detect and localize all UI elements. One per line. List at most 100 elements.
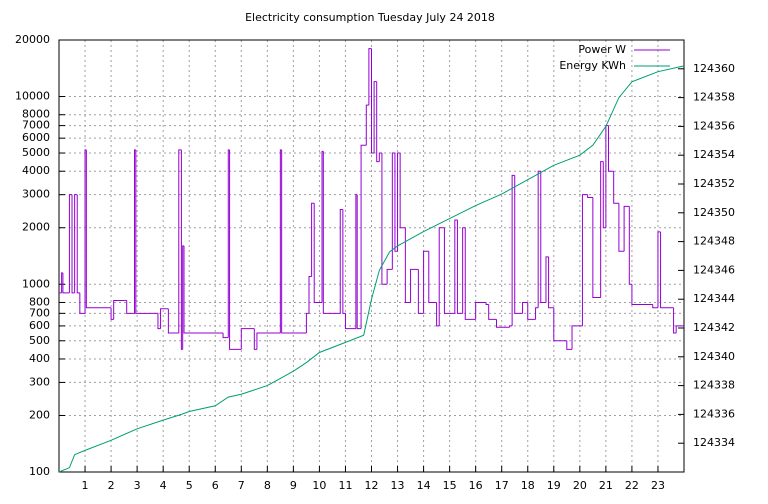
step-segment <box>84 149 87 314</box>
step-segment <box>79 292 86 314</box>
step-segment <box>360 144 367 329</box>
step-segment <box>548 256 554 309</box>
step-segment <box>160 308 169 329</box>
step-segment <box>167 308 179 334</box>
x-tick-label: 7 <box>238 479 245 492</box>
step-segment <box>657 231 661 308</box>
step-segment <box>61 272 63 293</box>
y-tick-label: 5000 <box>22 146 50 159</box>
step-segment <box>423 250 429 314</box>
step-segment <box>62 272 70 294</box>
step-segment <box>673 307 677 334</box>
step-segment <box>253 328 257 350</box>
step-segment <box>368 48 372 106</box>
step-segment <box>305 312 309 334</box>
step-segment <box>436 302 440 327</box>
step-segment <box>397 152 401 252</box>
y2-tick-label: 124360 <box>693 62 735 75</box>
step-segment <box>545 256 549 303</box>
step-segment <box>404 227 411 303</box>
step-segment <box>485 302 489 306</box>
step-segment <box>618 203 625 252</box>
step-segment <box>281 149 307 334</box>
series-line <box>58 65 685 473</box>
x-tick-label: 6 <box>212 479 219 492</box>
step-segment <box>76 194 80 294</box>
y-tick-label: 2000 <box>22 221 50 234</box>
step-segment <box>592 197 601 299</box>
step-segment <box>410 268 419 303</box>
x-tick-label: 3 <box>134 479 141 492</box>
y-tick-label: 300 <box>29 375 50 388</box>
step-segment <box>571 325 583 350</box>
y-tick-label: 8000 <box>22 108 50 121</box>
step-segment <box>391 152 395 270</box>
step-segment <box>240 328 255 350</box>
y-tick-label: 400 <box>29 352 50 365</box>
step-segment <box>182 245 184 350</box>
y2-tick-label: 124342 <box>693 321 735 334</box>
y2-tick-label: 124348 <box>693 235 735 248</box>
x-tick-label: 11 <box>338 479 352 492</box>
step-segment <box>110 307 114 320</box>
y-tick-label: 3000 <box>22 188 50 201</box>
step-segment <box>623 205 630 252</box>
step-segment <box>438 227 445 326</box>
y2-tick-label: 124336 <box>693 407 735 420</box>
x-tick-label: 18 <box>521 479 535 492</box>
step-segment <box>227 149 230 338</box>
y-tick-label: 600 <box>29 319 50 332</box>
step-segment <box>376 81 380 163</box>
step-segment <box>566 340 573 350</box>
step-segment <box>553 307 567 342</box>
step-segment <box>587 194 593 198</box>
y-tick-label: 6000 <box>22 131 50 144</box>
step-segment <box>607 125 614 172</box>
step-segment <box>537 170 541 308</box>
step-segment <box>488 304 497 320</box>
step-segment <box>462 227 466 314</box>
x-tick-label: 16 <box>469 479 483 492</box>
step-segment <box>157 313 161 330</box>
step-segment <box>342 209 346 314</box>
step-segment <box>356 194 362 330</box>
step-segment <box>428 251 437 303</box>
y-tick-label: 7000 <box>22 119 50 132</box>
step-segment <box>660 231 674 309</box>
step-segment <box>509 325 513 328</box>
step-segment <box>85 149 112 309</box>
y2-tick-label: 124340 <box>693 350 735 363</box>
step-segment <box>464 227 476 320</box>
step-segment <box>535 307 539 320</box>
y-tick-label: 200 <box>29 408 50 421</box>
step-segment <box>514 175 523 314</box>
y2-tick-label: 124358 <box>693 91 735 104</box>
step-segment <box>311 202 315 277</box>
x-tick-label: 14 <box>417 479 431 492</box>
x-tick-label: 10 <box>312 479 326 492</box>
step-segment <box>386 268 393 285</box>
x-tick-label: 23 <box>651 479 665 492</box>
step-segment <box>339 209 343 314</box>
y-tick-label: 700 <box>29 306 50 319</box>
y-tick-label: 20000 <box>15 33 50 46</box>
y2-tick-label: 124354 <box>693 148 735 161</box>
step-segment <box>381 153 388 285</box>
step-segment <box>344 313 356 330</box>
step-segment <box>113 299 125 320</box>
step-segment <box>522 301 528 314</box>
step-segment <box>378 152 382 162</box>
x-tick-label: 5 <box>186 479 193 492</box>
step-segment <box>180 149 183 350</box>
x-tick-label: 15 <box>443 479 457 492</box>
x-tick-label: 22 <box>625 479 639 492</box>
y2-tick-label: 124356 <box>693 119 735 132</box>
step-segment <box>399 153 406 229</box>
legend-label: Power W <box>578 43 626 56</box>
step-segment <box>135 149 151 314</box>
step-segment <box>652 304 658 309</box>
step-segment <box>68 194 73 293</box>
x-tick-label: 17 <box>495 479 509 492</box>
step-segment <box>631 284 653 306</box>
